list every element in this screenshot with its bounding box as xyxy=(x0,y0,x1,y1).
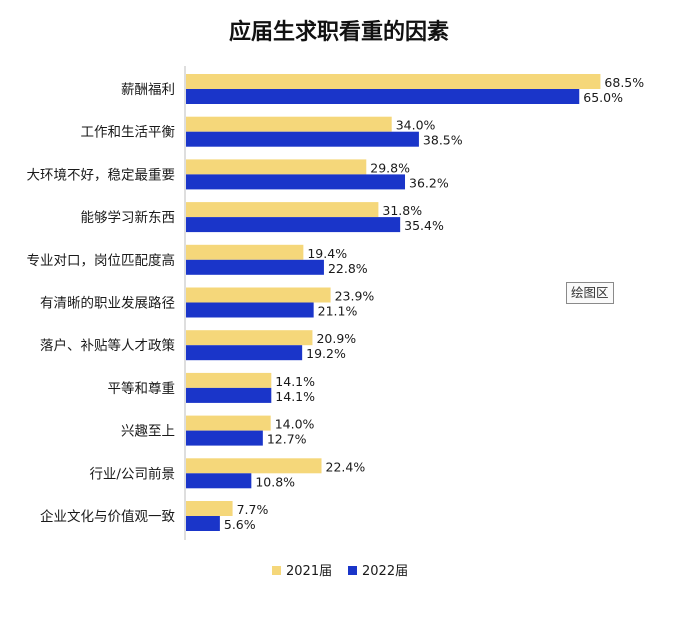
data-label: 22.8% xyxy=(328,261,368,276)
bar-2022 xyxy=(186,259,324,275)
bar-2021 xyxy=(186,372,272,388)
bar-2022 xyxy=(186,345,303,361)
bar-2021 xyxy=(186,458,322,474)
bar-2021 xyxy=(186,116,392,132)
data-label: 68.5% xyxy=(604,75,644,90)
legend-swatch xyxy=(348,566,357,575)
data-label: 19.2% xyxy=(306,346,346,361)
bar-2021 xyxy=(186,244,304,260)
data-label: 65.0% xyxy=(583,90,623,105)
data-label: 23.9% xyxy=(335,289,375,304)
legend-swatch xyxy=(272,566,281,575)
bar-2022 xyxy=(186,473,252,489)
data-label: 14.1% xyxy=(275,389,315,404)
data-label: 10.8% xyxy=(255,474,295,489)
category-label: 落户、补贴等人才政策 xyxy=(40,337,175,354)
category-label: 企业文化与价值观一致 xyxy=(40,508,175,525)
data-label: 36.2% xyxy=(409,175,449,190)
category-label: 专业对口，岗位匹配度高 xyxy=(27,252,176,269)
data-label: 7.7% xyxy=(237,502,269,517)
bar-2022 xyxy=(186,217,401,233)
category-label: 行业/公司前景 xyxy=(89,465,175,482)
data-label: 31.8% xyxy=(382,203,422,218)
bar-2022 xyxy=(186,131,419,147)
bar-2021 xyxy=(186,74,601,89)
bar-2022 xyxy=(186,387,272,403)
data-label: 35.4% xyxy=(404,218,444,233)
data-label: 34.0% xyxy=(396,118,436,133)
category-label: 大环境不好，稳定最重要 xyxy=(27,167,176,183)
bar-2022 xyxy=(186,174,406,190)
category-label: 兴趣至上 xyxy=(121,424,175,440)
bar-2021 xyxy=(186,415,271,431)
data-label: 12.7% xyxy=(267,432,307,447)
data-label: 21.1% xyxy=(318,304,358,319)
bar-2022 xyxy=(186,430,263,446)
bar-2021 xyxy=(186,159,367,175)
legend-label: 2022届 xyxy=(362,564,408,579)
data-label: 14.1% xyxy=(275,374,315,389)
category-label: 有清晰的职业发展路径 xyxy=(40,296,175,312)
category-label: 平等和尊重 xyxy=(108,380,176,397)
bar-2022 xyxy=(186,89,580,104)
data-label: 38.5% xyxy=(423,133,463,148)
plot-area-tag: 绘图区 xyxy=(566,282,614,304)
category-label: 能够学习新东西 xyxy=(81,210,176,226)
bar-2021 xyxy=(186,330,313,346)
bar-2022 xyxy=(186,302,314,318)
data-label: 29.8% xyxy=(370,160,410,175)
bar-2021 xyxy=(186,287,331,303)
chart-title: 应届生求职看重的因素 xyxy=(228,20,449,45)
data-label: 19.4% xyxy=(307,246,347,261)
data-label: 5.6% xyxy=(224,517,256,532)
category-label: 薪酬福利 xyxy=(121,82,175,98)
data-label: 20.9% xyxy=(316,331,356,346)
bar-2021 xyxy=(186,501,233,516)
legend-label: 2021届 xyxy=(286,564,332,579)
bar-2022 xyxy=(186,516,220,531)
category-label: 工作和生活平衡 xyxy=(81,125,176,141)
data-label: 14.0% xyxy=(275,417,315,432)
data-label: 22.4% xyxy=(326,459,366,474)
bar-2021 xyxy=(186,202,379,218)
